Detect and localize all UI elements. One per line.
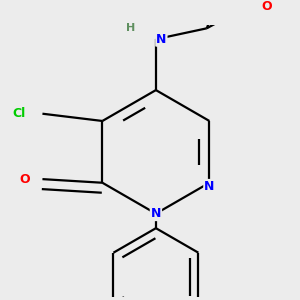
Text: Cl: Cl bbox=[12, 107, 26, 120]
Text: O: O bbox=[19, 172, 30, 186]
Text: N: N bbox=[204, 180, 214, 193]
Text: N: N bbox=[156, 33, 167, 46]
Text: N: N bbox=[151, 207, 161, 220]
Text: O: O bbox=[261, 0, 272, 13]
Text: H: H bbox=[126, 23, 135, 33]
